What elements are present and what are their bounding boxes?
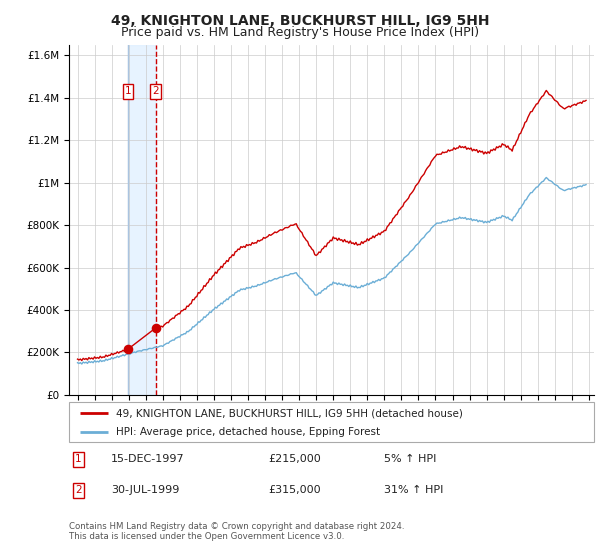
- Text: £215,000: £215,000: [269, 454, 321, 464]
- Text: 2: 2: [152, 86, 159, 96]
- Text: 15-DEC-1997: 15-DEC-1997: [111, 454, 185, 464]
- Text: Contains HM Land Registry data © Crown copyright and database right 2024.
This d: Contains HM Land Registry data © Crown c…: [69, 522, 404, 542]
- Point: [151, 324, 160, 333]
- Text: 31% ↑ HPI: 31% ↑ HPI: [384, 486, 443, 495]
- Text: HPI: Average price, detached house, Epping Forest: HPI: Average price, detached house, Eppi…: [116, 427, 380, 437]
- Text: £315,000: £315,000: [269, 486, 321, 495]
- Text: 5% ↑ HPI: 5% ↑ HPI: [384, 454, 436, 464]
- Text: 1: 1: [125, 86, 131, 96]
- Text: 49, KNIGHTON LANE, BUCKHURST HILL, IG9 5HH (detached house): 49, KNIGHTON LANE, BUCKHURST HILL, IG9 5…: [116, 408, 463, 418]
- Text: 1: 1: [75, 454, 82, 464]
- FancyBboxPatch shape: [69, 402, 594, 442]
- Text: 30-JUL-1999: 30-JUL-1999: [111, 486, 179, 495]
- Text: 2: 2: [75, 486, 82, 495]
- Bar: [128, 45, 155, 395]
- Text: Price paid vs. HM Land Registry's House Price Index (HPI): Price paid vs. HM Land Registry's House …: [121, 26, 479, 39]
- Text: 49, KNIGHTON LANE, BUCKHURST HILL, IG9 5HH: 49, KNIGHTON LANE, BUCKHURST HILL, IG9 5…: [111, 14, 489, 28]
- Point: [123, 345, 133, 354]
